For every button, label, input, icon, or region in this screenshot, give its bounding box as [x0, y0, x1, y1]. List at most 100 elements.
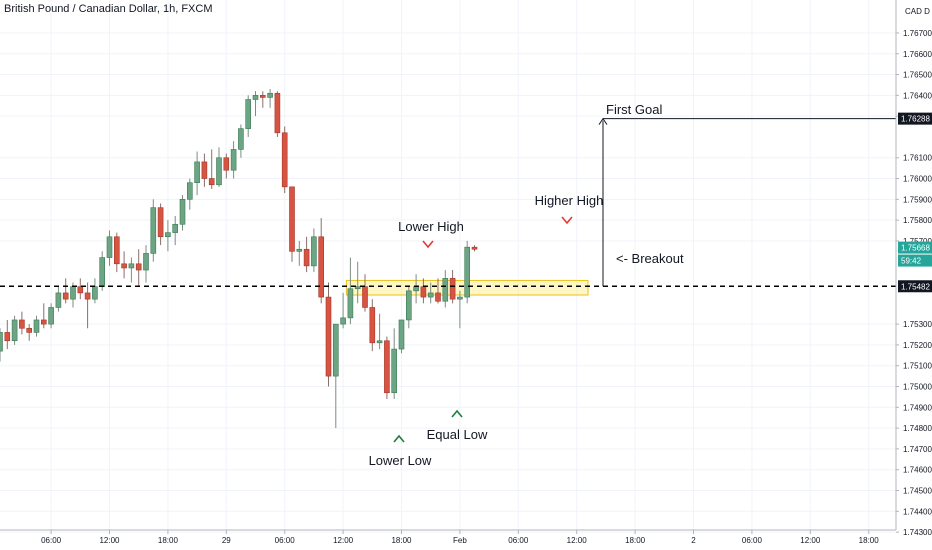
candle-body: [157, 207, 164, 238]
candle: [391, 328, 398, 399]
time-tick-label: 12:00: [800, 536, 821, 545]
candle-body: [252, 95, 259, 100]
candle-body: [11, 319, 18, 342]
candle: [135, 249, 142, 287]
candle: [33, 315, 40, 337]
annotation-equal-low: Equal Low: [427, 427, 488, 442]
candle-body: [347, 288, 354, 319]
candle: [281, 126, 288, 194]
candle: [92, 278, 98, 304]
candle: [121, 251, 127, 279]
candle-body: [194, 161, 200, 183]
candle: [442, 270, 449, 308]
price-tick-label: 1.76500: [903, 71, 932, 80]
candle: [376, 313, 383, 350]
annotation-lower-high: Lower High: [398, 219, 464, 234]
candle: [405, 286, 412, 329]
candle: [40, 303, 47, 329]
candle: [201, 153, 208, 187]
price-tick-label: 1.76600: [903, 50, 932, 59]
candle-body: [92, 286, 98, 300]
time-tick-label: 06:00: [508, 536, 529, 545]
candle-body: [55, 292, 62, 308]
candle: [11, 315, 18, 345]
candle-body: [420, 286, 427, 298]
candle-body: [354, 286, 361, 290]
annotation-breakout: <- Breakout: [616, 251, 684, 266]
equal-low-marker-icon: [451, 409, 463, 418]
candle-body: [19, 319, 25, 329]
price-tick-label: 1.76400: [903, 91, 932, 100]
price-tick-label: 1.74800: [903, 424, 932, 433]
candle-body: [376, 340, 383, 344]
price-label-badge: [898, 112, 932, 125]
price-tick-label: 1.75700: [903, 237, 932, 246]
candle-body: [165, 232, 171, 238]
candle-body: [296, 248, 303, 252]
candle: [427, 282, 434, 304]
candle: [77, 278, 84, 300]
candle-body: [435, 292, 441, 302]
candle: [84, 282, 91, 329]
candle-body: [77, 286, 84, 294]
candle-body: [464, 246, 471, 298]
candle-body: [0, 332, 3, 352]
candle: [48, 303, 54, 329]
candle: [143, 245, 149, 283]
candle-body: [40, 319, 47, 325]
price-label-text: 1.75668: [901, 244, 930, 253]
time-tick-label: 06:00: [41, 536, 62, 545]
candle-body: [121, 263, 127, 269]
candle: [303, 236, 310, 273]
candle-body: [33, 319, 40, 333]
price-label-badge: [898, 280, 932, 293]
candle: [354, 261, 361, 304]
candle-body: [303, 248, 310, 267]
price-tick-label: 1.75000: [903, 383, 932, 392]
candle: [157, 203, 164, 246]
candle: [106, 230, 113, 266]
candle-body: [259, 95, 266, 98]
candle: [457, 290, 463, 329]
candle-body: [230, 149, 237, 171]
candle-body: [362, 286, 368, 308]
candle-body: [216, 157, 222, 186]
candle-body: [281, 132, 288, 188]
time-tick-label: 06:00: [742, 536, 763, 545]
candle-body: [398, 319, 405, 350]
price-tick-label: 1.74600: [903, 466, 932, 475]
candle-body: [369, 307, 376, 344]
candle: [369, 299, 376, 352]
candle: [172, 215, 178, 246]
candle-body: [332, 323, 339, 377]
candle: [267, 89, 273, 108]
candle: [311, 228, 317, 273]
candle-body: [172, 223, 178, 233]
candle-body: [442, 278, 449, 302]
candle-body: [4, 332, 11, 342]
currency-label: CAD D: [905, 7, 930, 16]
annotation-goal: First Goal: [606, 102, 662, 117]
candle-body: [289, 186, 295, 252]
candle-body: [201, 161, 208, 179]
candle: [62, 278, 69, 304]
price-tick-label: 1.74300: [903, 528, 932, 537]
candle-body: [238, 128, 244, 150]
time-tick-label: 2: [691, 536, 696, 545]
candle: [19, 311, 25, 335]
time-tick-label: 06:00: [275, 536, 296, 545]
price-label-badge: [898, 254, 932, 267]
candle-body: [471, 246, 478, 250]
candle: [464, 240, 471, 304]
candle: [216, 147, 222, 187]
candle: [296, 240, 303, 266]
candle: [245, 95, 251, 137]
candle-body: [325, 296, 332, 377]
candle: [4, 319, 11, 350]
candle-body: [143, 253, 149, 271]
candle: [340, 292, 346, 329]
candle: [289, 186, 295, 262]
candle: [165, 220, 171, 252]
price-tick-label: 1.74700: [903, 445, 932, 454]
